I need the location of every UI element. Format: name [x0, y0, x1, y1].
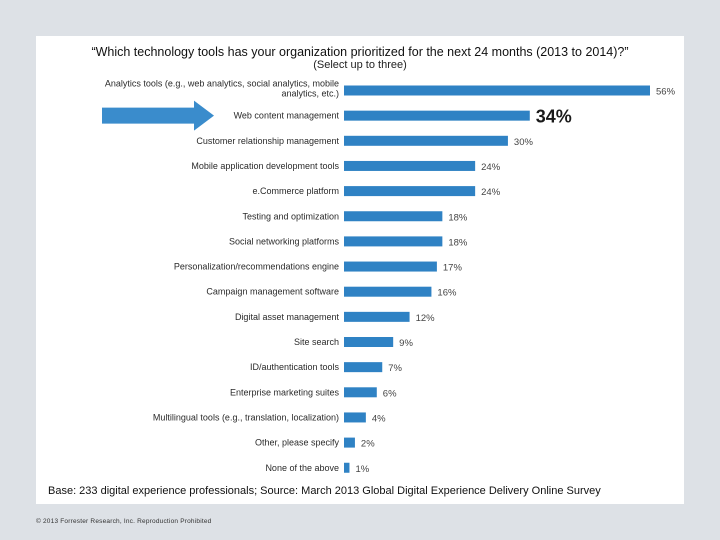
category-label: Other, please specify [255, 438, 340, 448]
category-label: None of the above [265, 463, 339, 473]
category-label: Social networking platforms [229, 236, 340, 246]
category-label: Testing and optimization [242, 211, 339, 221]
value-label: 7% [388, 363, 402, 374]
category-label: e.Commerce platform [252, 186, 339, 196]
category-label: Mobile application development tools [191, 161, 339, 171]
bar [344, 135, 508, 146]
value-label: 18% [448, 237, 468, 248]
value-label: 56% [656, 87, 676, 98]
value-label: 17% [443, 263, 463, 274]
bar [344, 286, 432, 297]
bar [344, 387, 377, 398]
category-labels: Analytics tools (e.g., web analytics, so… [105, 79, 340, 473]
value-label: 9% [399, 338, 413, 349]
category-label: ID/authentication tools [250, 362, 340, 372]
bar [344, 462, 350, 473]
base-footnote: Base: 233 digital experience professiona… [48, 485, 601, 497]
bar [344, 85, 650, 96]
value-label: 30% [514, 137, 534, 148]
category-label: Personalization/recommendations engine [174, 262, 339, 272]
value-label: 1% [355, 464, 369, 475]
highlight-value-label: 34% [536, 107, 572, 127]
bar [344, 236, 443, 247]
category-label: Customer relationship management [196, 136, 339, 146]
value-label: 24% [481, 162, 501, 173]
category-label: Site search [294, 337, 339, 347]
category-label: Multilingual tools (e.g., translation, l… [153, 412, 339, 422]
highlight-arrow [102, 100, 214, 131]
bar [344, 412, 366, 423]
category-label: Enterprise marketing suites [230, 387, 340, 397]
highlight-arrow-layer [102, 100, 214, 131]
bar [344, 211, 443, 222]
category-label: Analytics tools (e.g., web analytics, so… [105, 79, 339, 99]
value-label: 16% [437, 288, 457, 299]
value-label: 2% [361, 439, 375, 450]
bar [344, 337, 394, 347]
value-label: 6% [383, 388, 397, 399]
bar [344, 261, 437, 272]
value-labels: 56% 34%30% 24% 24% 18% 18% 17% 16% 12% 9% 7% 6% 4% 2%… [355, 87, 675, 475]
bar [344, 362, 383, 373]
value-label: 4% [372, 413, 386, 424]
bars [344, 85, 650, 473]
category-label: Campaign management software [206, 287, 339, 297]
bar [344, 437, 355, 448]
category-label: Web content management [234, 111, 340, 121]
copyright-notice: © 2013 Forrester Research, Inc. Reproduc… [36, 518, 212, 525]
value-label: 18% [448, 212, 468, 223]
category-label: Digital asset management [235, 312, 340, 322]
bar [344, 110, 530, 121]
value-label: 12% [416, 313, 436, 324]
bar [344, 311, 410, 322]
bar [344, 186, 476, 197]
bar [344, 160, 476, 171]
chart-subtitle: (Select up to three) [313, 59, 407, 71]
value-label: 24% [481, 187, 501, 198]
chart-title: “Which technology tools has your organiz… [91, 45, 629, 59]
